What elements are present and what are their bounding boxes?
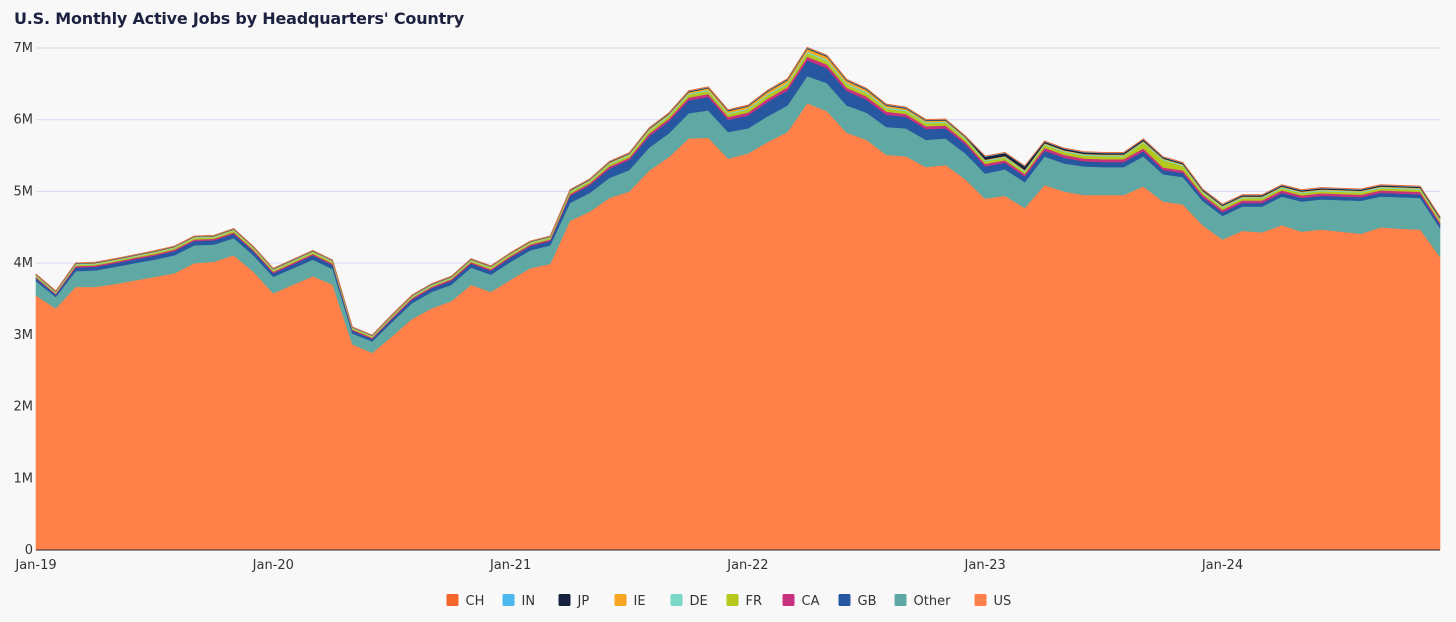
legend-label: IN [522,594,536,609]
legend-swatch [502,594,515,606]
legend-swatch [614,594,627,606]
legend-item-fr[interactable]: FR [726,594,763,609]
legend-item-other[interactable]: Other [894,594,952,609]
x-tick-label: Jan-24 [1201,558,1243,573]
legend-label: CA [802,594,820,609]
legend-item-ch[interactable]: CH [446,594,485,609]
x-tick-label: Jan-21 [489,558,531,573]
legend-item-ie[interactable]: IE [614,594,646,609]
y-tick-label: 6M [14,113,34,128]
legend-label: US [994,594,1012,609]
x-tick-label: Jan-19 [14,558,56,573]
chart-title: U.S. Monthly Active Jobs by Headquarters… [14,9,464,28]
legend-item-jp[interactable]: JP [558,594,590,609]
legend-item-de[interactable]: DE [670,594,708,609]
area-series [35,46,1441,551]
legend-swatch [726,594,739,606]
y-tick-label: 4M [14,256,34,271]
legend-label: FR [746,594,763,609]
legend[interactable]: CH IN JP IE DE FR CA GB Other US [446,594,1012,609]
legend-item-ca[interactable]: CA [782,594,820,609]
x-tick-label: Jan-20 [252,558,294,573]
legend-swatch [782,594,795,606]
legend-label: IE [634,594,646,609]
legend-swatch [446,594,459,606]
y-tick-label: 5M [14,184,34,199]
legend-swatch [670,594,683,606]
x-tick-label: Jan-23 [964,558,1006,573]
legend-label: CH [466,594,485,609]
legend-item-in[interactable]: IN [502,594,536,609]
area-series-us [35,102,1441,551]
legend-swatch [894,594,907,606]
x-tick-label: Jan-22 [726,558,768,573]
legend-item-gb[interactable]: GB [838,594,877,609]
y-tick-label: 3M [14,328,34,343]
y-tick-label: 1M [14,471,34,486]
area-series-ch [35,46,1441,336]
legend-swatch [838,594,851,606]
legend-item-us[interactable]: US [974,594,1012,609]
y-tick-label: 2M [14,400,34,415]
legend-swatch [558,594,571,606]
legend-label: JP [577,594,590,609]
axes: 0 1M 2M 3M 4M 5M 6M 7M Jan-19 Jan-20 Jan-21 Jan-22 J… [14,41,1440,573]
legend-label: GB [858,594,877,609]
legend-label: DE [690,594,708,609]
legend-swatch [974,594,987,606]
y-tick-label: 0 [25,543,33,558]
legend-label: Other [914,594,952,609]
y-tick-label: 7M [14,41,34,56]
